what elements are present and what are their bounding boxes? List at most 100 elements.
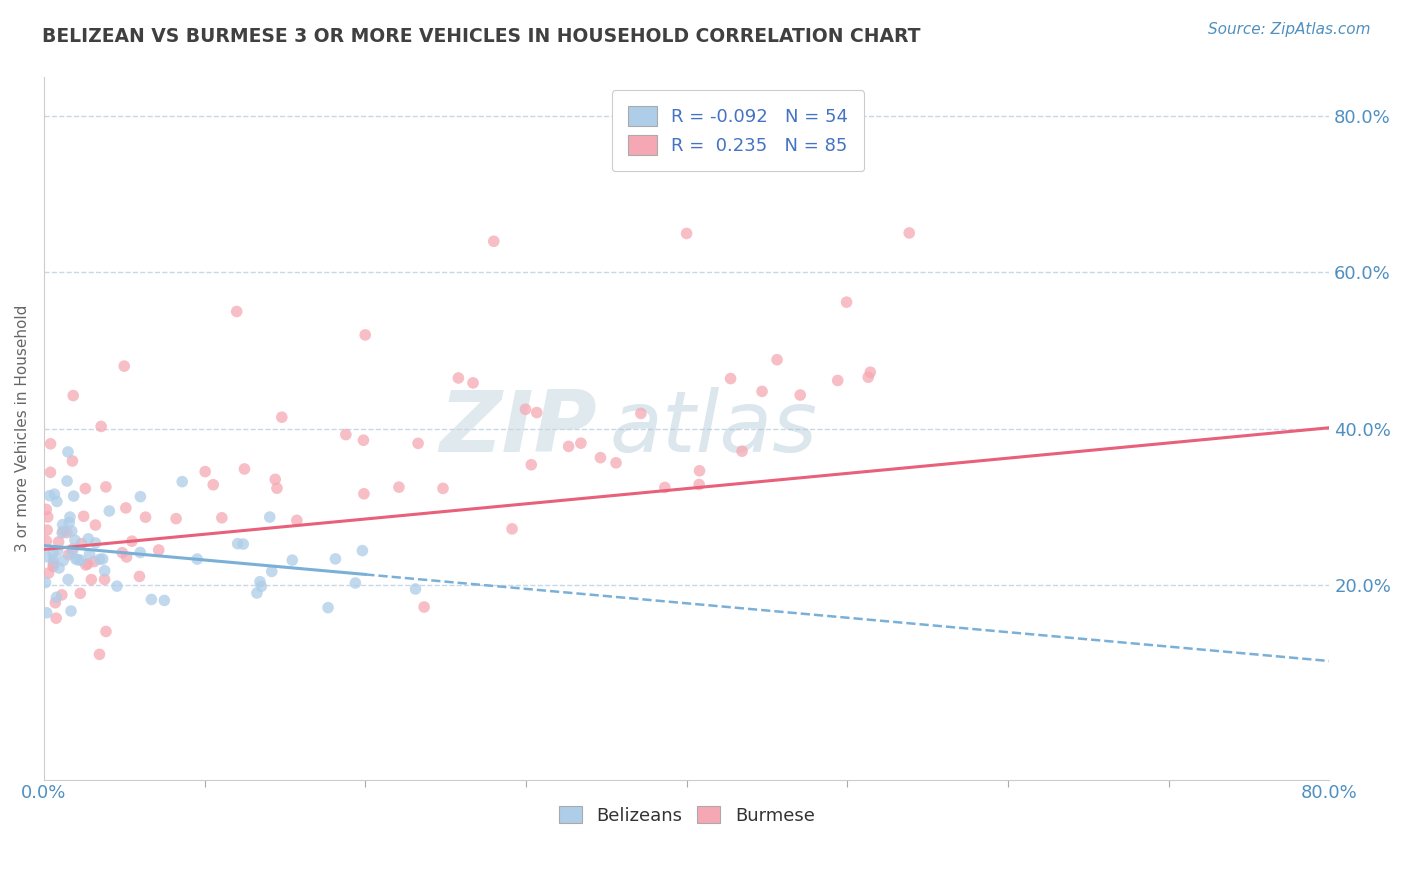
Point — [76, 557, 98, 571]
Point — [60, 546, 83, 560]
Point — [44, 596, 66, 610]
Point — [447, 371, 470, 385]
Point — [557, 439, 579, 453]
Point — [353, 487, 375, 501]
Point — [34, 575, 56, 590]
Point — [675, 227, 697, 241]
Point — [52, 517, 75, 532]
Point — [141, 592, 163, 607]
Point — [51, 526, 73, 541]
Point — [232, 537, 254, 551]
Point — [165, 511, 187, 525]
Point — [335, 427, 357, 442]
Text: ZIP: ZIP — [439, 387, 596, 470]
Point — [42, 553, 65, 567]
Point — [37, 523, 59, 537]
Point — [689, 464, 711, 478]
Point — [859, 365, 882, 379]
Point — [654, 480, 676, 494]
Point — [406, 436, 429, 450]
Point — [45, 494, 67, 508]
Point — [121, 534, 143, 549]
Point — [858, 370, 880, 384]
Point — [75, 558, 97, 572]
Point — [264, 472, 287, 486]
Point — [325, 552, 347, 566]
Point — [51, 588, 73, 602]
Text: BELIZEAN VS BURMESE 3 OR MORE VEHICLES IN HOUSEHOLD CORRELATION CHART: BELIZEAN VS BURMESE 3 OR MORE VEHICLES I… — [42, 27, 921, 45]
Text: atlas: atlas — [609, 387, 817, 470]
Point — [281, 553, 304, 567]
Legend: Belizeans, Burmese: Belizeans, Burmese — [550, 797, 824, 834]
Y-axis label: 3 or more Vehicles in Household: 3 or more Vehicles in Household — [15, 305, 30, 552]
Point — [112, 359, 135, 373]
Point — [56, 525, 79, 540]
Point — [42, 559, 65, 574]
Point — [94, 480, 117, 494]
Point — [172, 475, 194, 489]
Point — [59, 604, 82, 618]
Point — [720, 371, 742, 385]
Point — [84, 518, 107, 533]
Point — [35, 502, 58, 516]
Point — [413, 599, 436, 614]
Point — [45, 591, 67, 605]
Point — [39, 466, 62, 480]
Point — [520, 458, 543, 472]
Point — [128, 569, 150, 583]
Point — [65, 552, 87, 566]
Point — [93, 564, 115, 578]
Point — [56, 445, 79, 459]
Point — [835, 295, 858, 310]
Text: Source: ZipAtlas.com: Source: ZipAtlas.com — [1208, 22, 1371, 37]
Point — [353, 434, 375, 448]
Point — [266, 481, 288, 495]
Point — [569, 436, 592, 450]
Point — [42, 546, 65, 560]
Point — [589, 450, 612, 465]
Point — [482, 234, 505, 248]
Point — [69, 553, 91, 567]
Point — [63, 533, 86, 548]
Point — [90, 419, 112, 434]
Point — [186, 552, 208, 566]
Point — [52, 554, 75, 568]
Point — [58, 548, 80, 562]
Point — [93, 573, 115, 587]
Point — [89, 648, 111, 662]
Point — [233, 462, 256, 476]
Point — [62, 454, 84, 468]
Point — [44, 487, 66, 501]
Point — [766, 352, 789, 367]
Point — [98, 504, 121, 518]
Point — [352, 543, 374, 558]
Point — [153, 593, 176, 607]
Point — [77, 532, 100, 546]
Point — [246, 586, 269, 600]
Point — [67, 553, 90, 567]
Point — [35, 534, 58, 549]
Point — [461, 376, 484, 390]
Point — [35, 549, 58, 564]
Point — [72, 509, 94, 524]
Point — [45, 611, 67, 625]
Point — [94, 624, 117, 639]
Point — [250, 579, 273, 593]
Point — [526, 405, 548, 419]
Point — [79, 547, 101, 561]
Point — [515, 402, 537, 417]
Point — [83, 555, 105, 569]
Point — [688, 477, 710, 491]
Point — [62, 489, 84, 503]
Point — [501, 522, 523, 536]
Point — [898, 226, 921, 240]
Point — [249, 574, 271, 589]
Point — [39, 437, 62, 451]
Point — [59, 510, 82, 524]
Point — [80, 573, 103, 587]
Point — [134, 510, 156, 524]
Point — [316, 600, 339, 615]
Point — [194, 465, 217, 479]
Point — [605, 456, 627, 470]
Point — [789, 388, 811, 402]
